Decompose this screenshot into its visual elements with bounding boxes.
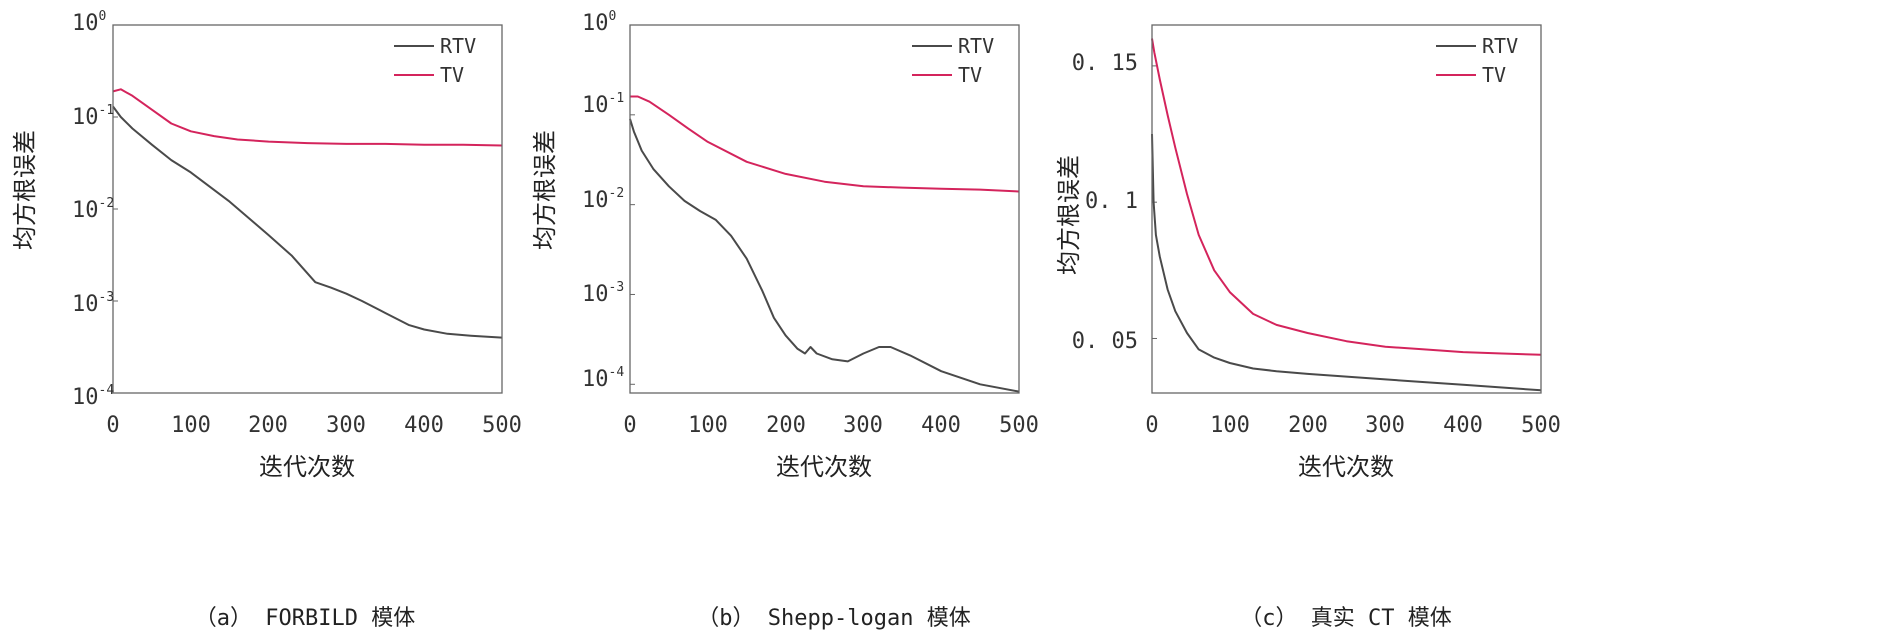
panel-b: 100 10-1 10-2 10-3 10-4 0 100 200 300 40…	[531, 9, 1039, 631]
y-tick-label: 0. 05	[1072, 329, 1138, 354]
x-tick-label: 500	[482, 413, 522, 438]
x-tick-label: 0	[1145, 413, 1158, 438]
x-tick-label: 0	[106, 413, 119, 438]
y-tick-label: 10-4	[72, 383, 114, 410]
legend-c: RTV TV	[1436, 34, 1518, 87]
plot-frame-a	[112, 24, 503, 394]
y-tick-label: 10-1	[72, 103, 114, 130]
x-tick-labels-c: 0 100 200 300 400 500	[1145, 413, 1561, 438]
legend-label-tv: TV	[958, 63, 982, 87]
x-tick-label: 200	[1288, 413, 1328, 438]
x-tick-label: 300	[1365, 413, 1405, 438]
x-tick-label: 300	[843, 413, 883, 438]
y-tick-label: 10-3	[72, 290, 114, 317]
legend-label-rtv: RTV	[1482, 34, 1518, 58]
x-tick-label: 100	[688, 413, 728, 438]
y-tick-label: 10-2	[72, 196, 114, 223]
x-tick-labels-b: 0 100 200 300 400 500	[623, 413, 1039, 438]
x-tick-label: 400	[1443, 413, 1483, 438]
y-tick-label: 0. 15	[1072, 51, 1138, 76]
x-tick-labels-a: 0 100 200 300 400 500	[106, 413, 522, 438]
plot-frame-b	[629, 24, 1020, 394]
plot-frame-c	[1151, 24, 1542, 394]
y-axis-label: 均方根误差	[1055, 155, 1083, 275]
caption-b: （b） Shepp-logan 模体	[697, 606, 970, 631]
panel-c: 0. 15 0. 1 0. 05 0 100 200 300 400 500 迭…	[1055, 24, 1561, 631]
series-line-tv	[630, 95, 1020, 193]
series-line-rtv	[1151, 133, 1542, 392]
x-tick-label: 400	[921, 413, 961, 438]
y-axis-label: 均方根误差	[531, 130, 559, 250]
x-tick-label: 500	[1521, 413, 1561, 438]
legend-label-tv: TV	[1482, 63, 1506, 87]
y-tick-labels-c: 0. 15 0. 1 0. 05	[1072, 51, 1138, 354]
legend-a: RTV TV	[394, 34, 476, 87]
y-tick-labels-a: 100 10-1 10-2 10-3 10-4	[72, 9, 114, 410]
y-tick-label: 10-4	[582, 365, 624, 392]
legend-label-tv: TV	[440, 63, 464, 87]
x-axis-label: 迭代次数	[776, 453, 872, 481]
x-tick-label: 200	[248, 413, 288, 438]
x-tick-label: 500	[999, 413, 1039, 438]
series-line-rtv	[112, 105, 503, 339]
x-axis-label: 迭代次数	[1298, 453, 1394, 481]
y-tick-label: 100	[582, 9, 616, 36]
x-tick-label: 100	[1210, 413, 1250, 438]
legend-label-rtv: RTV	[440, 34, 476, 58]
x-tick-label: 400	[404, 413, 444, 438]
series-line-tv	[1151, 38, 1542, 356]
series-line-tv	[112, 88, 503, 147]
y-tick-label: 100	[72, 9, 106, 36]
x-tick-label: 300	[326, 413, 366, 438]
x-tick-label: 100	[171, 413, 211, 438]
caption-c: （c） 真实 CT 模体	[1240, 606, 1451, 631]
x-tick-label: 200	[766, 413, 806, 438]
x-axis-label: 迭代次数	[259, 453, 355, 481]
y-tick-labels-b: 100 10-1 10-2 10-3 10-4	[582, 9, 624, 392]
y-axis-label: 均方根误差	[11, 130, 39, 250]
panel-a: 100 10-1 10-2 10-3 10-4 0 100 200 300 40…	[11, 9, 522, 631]
x-tick-label: 0	[623, 413, 636, 438]
legend-label-rtv: RTV	[958, 34, 994, 58]
plot-area-c	[1151, 38, 1542, 392]
y-tick-label: 10-1	[582, 91, 624, 118]
y-tick-label: 10-2	[582, 186, 624, 213]
y-tick-label: 10-3	[582, 280, 624, 307]
y-tick-label: 0. 1	[1085, 189, 1138, 214]
caption-a: （a） FORBILD 模体	[195, 606, 415, 631]
series-line-rtv	[629, 118, 1020, 393]
legend-b: RTV TV	[912, 34, 994, 87]
